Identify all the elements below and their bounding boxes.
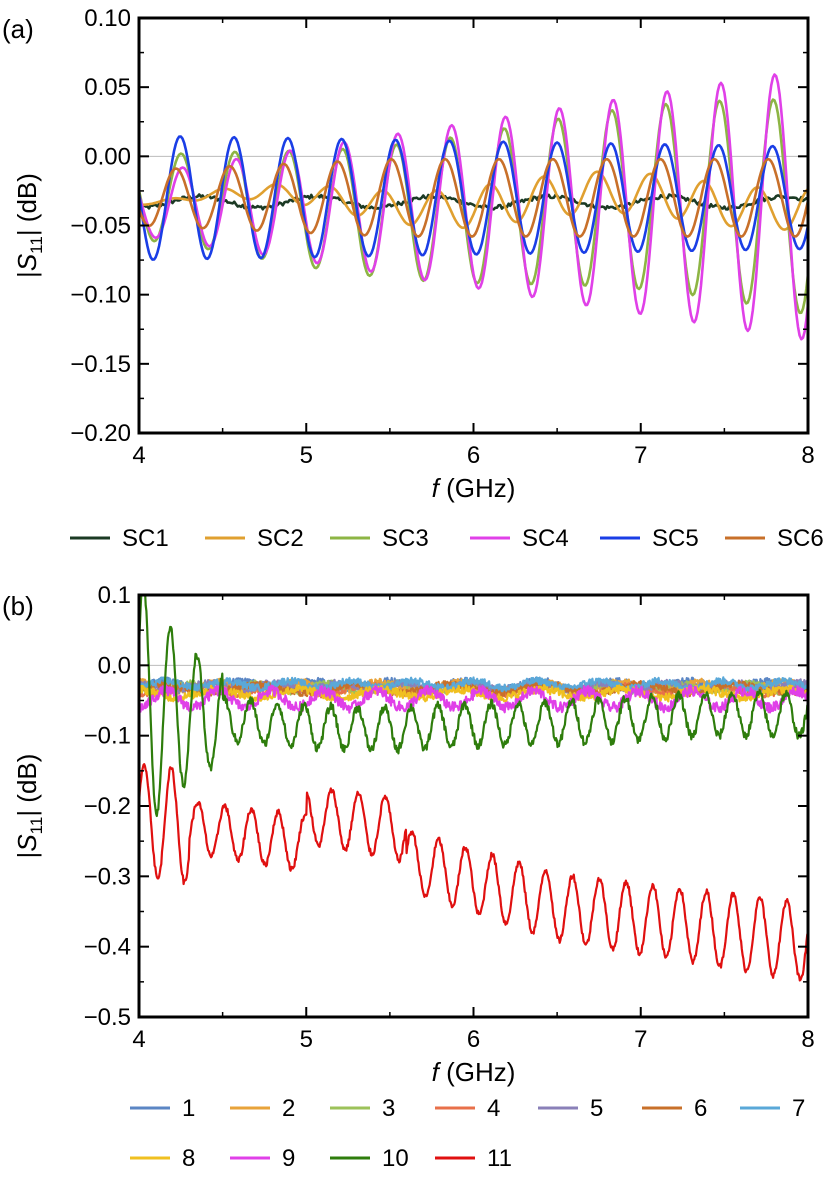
series-line-SC6 bbox=[139, 157, 808, 238]
y-tick-label: 0.1 bbox=[98, 582, 131, 609]
y-tick-label: −0.15 bbox=[70, 351, 131, 378]
x-tick-label: 7 bbox=[634, 442, 647, 469]
legend-label-3: 3 bbox=[382, 1095, 395, 1122]
x-axis-label: f (GHz) bbox=[432, 1057, 516, 1087]
legend-label-2: 2 bbox=[282, 1095, 295, 1122]
legend-label-SC6: SC6 bbox=[777, 525, 824, 552]
x-tick-label: 5 bbox=[300, 442, 313, 469]
x-tick-label: 6 bbox=[467, 1026, 480, 1053]
x-tick-label: 5 bbox=[300, 1026, 313, 1053]
series-line-9 bbox=[139, 684, 808, 714]
y-tick-label: −0.10 bbox=[70, 282, 131, 309]
chart-panel-b: 4 5 6 7 8 0.1 0.0 −0.1 −0.2 −0.3 −0.4 −0.5 f (GHz) |S… bbox=[2, 582, 815, 1172]
y-tick-label: −0.05 bbox=[70, 213, 131, 240]
series-line-SC2 bbox=[139, 170, 808, 231]
plot-frame bbox=[137, 593, 810, 1019]
legend: SC1 SC2 SC3 SC4 SC5 SC6 bbox=[70, 525, 824, 552]
y-axis-label: |S11| (dB) bbox=[12, 173, 46, 278]
x-tick-label: 4 bbox=[132, 1026, 145, 1053]
legend-label-SC1: SC1 bbox=[122, 525, 169, 552]
legend-label-11: 11 bbox=[487, 1145, 512, 1172]
plot-frame bbox=[137, 16, 810, 435]
legend-label-SC4: SC4 bbox=[522, 525, 569, 552]
legend-label-1: 1 bbox=[182, 1095, 195, 1122]
legend-label-10: 10 bbox=[382, 1145, 409, 1172]
legend-label-SC2: SC2 bbox=[257, 525, 304, 552]
x-tick-label: 8 bbox=[801, 1026, 814, 1053]
y-tick-label: −0.4 bbox=[84, 934, 131, 961]
legend-label-5: 5 bbox=[590, 1095, 603, 1122]
x-tick-label: 7 bbox=[634, 1026, 647, 1053]
legend: 1 2 3 4 5 6 7 8 9 10 11 bbox=[130, 1095, 805, 1172]
x-tick-label: 6 bbox=[467, 442, 480, 469]
series-line-11 bbox=[139, 763, 808, 982]
legend-label-SC5: SC5 bbox=[652, 525, 699, 552]
y-tick-label: −0.2 bbox=[84, 793, 131, 820]
x-axis-label: f (GHz) bbox=[432, 473, 516, 503]
panel-label: (a) bbox=[2, 14, 34, 44]
y-tick-label: −0.20 bbox=[70, 420, 131, 447]
panel-label: (b) bbox=[2, 591, 34, 621]
y-tick-label: 0.0 bbox=[98, 652, 131, 679]
y-tick-label: 0.10 bbox=[84, 5, 131, 32]
legend-label-6: 6 bbox=[694, 1095, 707, 1122]
legend-label-7: 7 bbox=[792, 1095, 805, 1122]
y-tick-label: −0.5 bbox=[84, 1004, 131, 1031]
x-tick-label: 8 bbox=[801, 442, 814, 469]
x-tick-label: 4 bbox=[132, 442, 145, 469]
y-tick-label: 0.00 bbox=[84, 143, 131, 170]
y-tick-label: −0.3 bbox=[84, 863, 131, 890]
legend-label-9: 9 bbox=[282, 1145, 295, 1172]
chart-panel-a: 4 5 6 7 8 0.10 0.05 0.00 −0.05 −0.10 −0.15 −0.20 f (… bbox=[2, 5, 824, 552]
legend-label-8: 8 bbox=[182, 1145, 195, 1172]
series-line-SC4 bbox=[139, 73, 808, 341]
legend-label-SC3: SC3 bbox=[382, 525, 429, 552]
y-tick-label: 0.05 bbox=[84, 74, 131, 101]
y-axis-label: |S11| (dB) bbox=[12, 754, 46, 859]
series-line-10 bbox=[139, 595, 808, 818]
legend-label-4: 4 bbox=[487, 1095, 500, 1122]
y-tick-label: −0.1 bbox=[84, 723, 131, 750]
